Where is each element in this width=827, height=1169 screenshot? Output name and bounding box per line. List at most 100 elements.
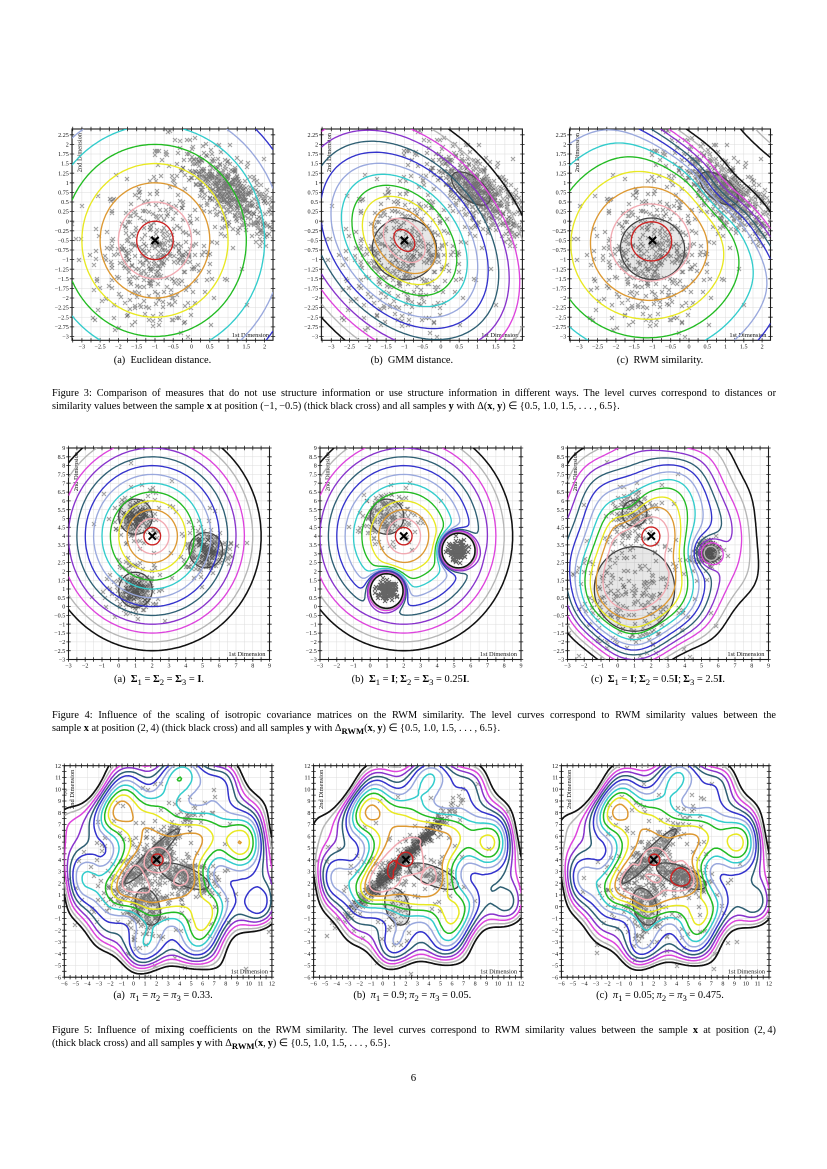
svg-text:1.75: 1.75 [308,152,319,158]
svg-text:−1: −1 [99,664,105,670]
svg-text:7: 7 [314,481,317,487]
svg-text:6: 6 [201,981,204,987]
svg-text:7.5: 7.5 [309,473,317,479]
svg-text:−1.5: −1.5 [54,631,65,637]
svg-text:2: 2 [402,664,405,670]
svg-text:6: 6 [307,834,310,840]
svg-text:8.5: 8.5 [557,455,565,461]
svg-text:6: 6 [218,664,221,670]
svg-text:−0.25: −0.25 [304,229,318,235]
svg-text:6: 6 [314,499,317,505]
svg-text:−1: −1 [312,258,318,264]
svg-text:0.25: 0.25 [556,210,567,216]
svg-text:2: 2 [563,143,566,149]
svg-text:4: 4 [675,981,678,987]
svg-text:−2: −2 [334,664,340,670]
svg-text:1.25: 1.25 [58,171,69,177]
svg-text:2: 2 [263,345,266,351]
svg-text:−3: −3 [304,940,310,946]
svg-text:−4: −4 [84,981,90,987]
svg-text:0: 0 [307,905,310,911]
svg-text:−2.5: −2.5 [95,345,106,351]
svg-text:6: 6 [62,499,65,505]
svg-text:3.5: 3.5 [557,543,565,549]
svg-text:6: 6 [58,834,61,840]
svg-text:−0.5: −0.5 [553,614,564,620]
svg-text:6: 6 [698,981,701,987]
svg-text:−2.75: −2.75 [55,325,69,331]
svg-text:7: 7 [58,823,61,829]
svg-text:10: 10 [55,787,61,793]
svg-text:−1: −1 [368,981,374,987]
svg-text:−4: −4 [552,952,558,958]
svg-text:1st Dimension: 1st Dimension [481,332,519,339]
svg-text:−3: −3 [59,658,65,664]
svg-text:1.25: 1.25 [308,171,319,177]
svg-text:4: 4 [436,664,439,670]
svg-text:1.5: 1.5 [311,162,319,168]
svg-text:0: 0 [314,605,317,611]
svg-text:−3: −3 [560,335,566,341]
svg-text:7: 7 [62,481,65,487]
svg-text:−3: −3 [65,664,71,670]
svg-text:6: 6 [561,499,564,505]
svg-text:−2: −2 [558,640,564,646]
svg-text:1: 1 [641,981,644,987]
svg-text:−0.5: −0.5 [307,239,318,245]
svg-text:9: 9 [485,981,488,987]
svg-text:−2.75: −2.75 [304,325,318,331]
svg-text:2: 2 [650,664,653,670]
svg-text:10: 10 [743,981,749,987]
svg-text:1.5: 1.5 [740,345,748,351]
svg-text:9: 9 [314,446,317,452]
svg-text:5: 5 [307,846,310,852]
svg-text:1: 1 [563,181,566,187]
svg-text:5.5: 5.5 [58,508,66,514]
svg-text:−2.25: −2.25 [304,306,318,312]
svg-text:−1.5: −1.5 [629,345,640,351]
svg-text:2: 2 [58,881,61,887]
svg-text:−2.5: −2.5 [553,649,564,655]
svg-text:5: 5 [58,846,61,852]
svg-text:8: 8 [474,981,477,987]
svg-text:1st Dimension: 1st Dimension [231,969,269,976]
svg-text:−3: −3 [62,335,68,341]
svg-text:8: 8 [555,811,558,817]
svg-text:1st Dimension: 1st Dimension [228,651,266,658]
svg-text:9: 9 [268,664,271,670]
svg-text:−1: −1 [55,917,61,923]
svg-text:1.5: 1.5 [557,578,565,584]
svg-text:3: 3 [62,552,65,558]
svg-text:−2: −2 [304,928,310,934]
svg-text:7.5: 7.5 [58,473,66,479]
svg-text:4: 4 [184,664,187,670]
svg-text:2: 2 [315,143,318,149]
svg-text:7: 7 [710,981,713,987]
svg-text:2.5: 2.5 [309,561,317,567]
svg-text:−2: −2 [115,345,121,351]
svg-text:−0.75: −0.75 [304,248,318,254]
svg-text:0.5: 0.5 [311,200,319,206]
svg-text:−1: −1 [649,345,655,351]
svg-text:0.5: 0.5 [703,345,711,351]
svg-text:−3: −3 [552,940,558,946]
svg-text:−1.5: −1.5 [381,345,392,351]
svg-text:8: 8 [721,981,724,987]
svg-text:0.75: 0.75 [308,191,319,197]
svg-text:12: 12 [304,764,310,770]
svg-text:2nd Dimension: 2nd Dimension [318,769,325,809]
svg-text:−5: −5 [570,981,576,987]
svg-text:4.5: 4.5 [557,525,565,531]
svg-text:−3: −3 [55,940,61,946]
svg-text:−2: −2 [62,296,68,302]
svg-text:7: 7 [307,823,310,829]
svg-text:5.5: 5.5 [557,508,565,514]
svg-text:4: 4 [427,981,430,987]
svg-text:−2: −2 [365,345,371,351]
svg-text:8: 8 [224,981,227,987]
svg-text:−0.75: −0.75 [552,248,566,254]
svg-text:4: 4 [307,858,310,864]
svg-text:0: 0 [58,905,61,911]
svg-text:−6: −6 [558,981,564,987]
svg-text:1: 1 [62,587,65,593]
